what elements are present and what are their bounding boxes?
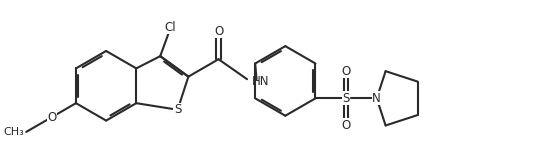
Text: O: O <box>47 111 57 124</box>
Text: Cl: Cl <box>164 21 176 34</box>
Text: CH₃: CH₃ <box>3 127 24 137</box>
Text: S: S <box>174 103 182 116</box>
Text: N: N <box>372 92 381 105</box>
Text: S: S <box>342 92 350 105</box>
Text: O: O <box>214 24 223 38</box>
Text: O: O <box>341 65 351 78</box>
Text: O: O <box>341 119 351 132</box>
Text: HN: HN <box>252 75 270 88</box>
